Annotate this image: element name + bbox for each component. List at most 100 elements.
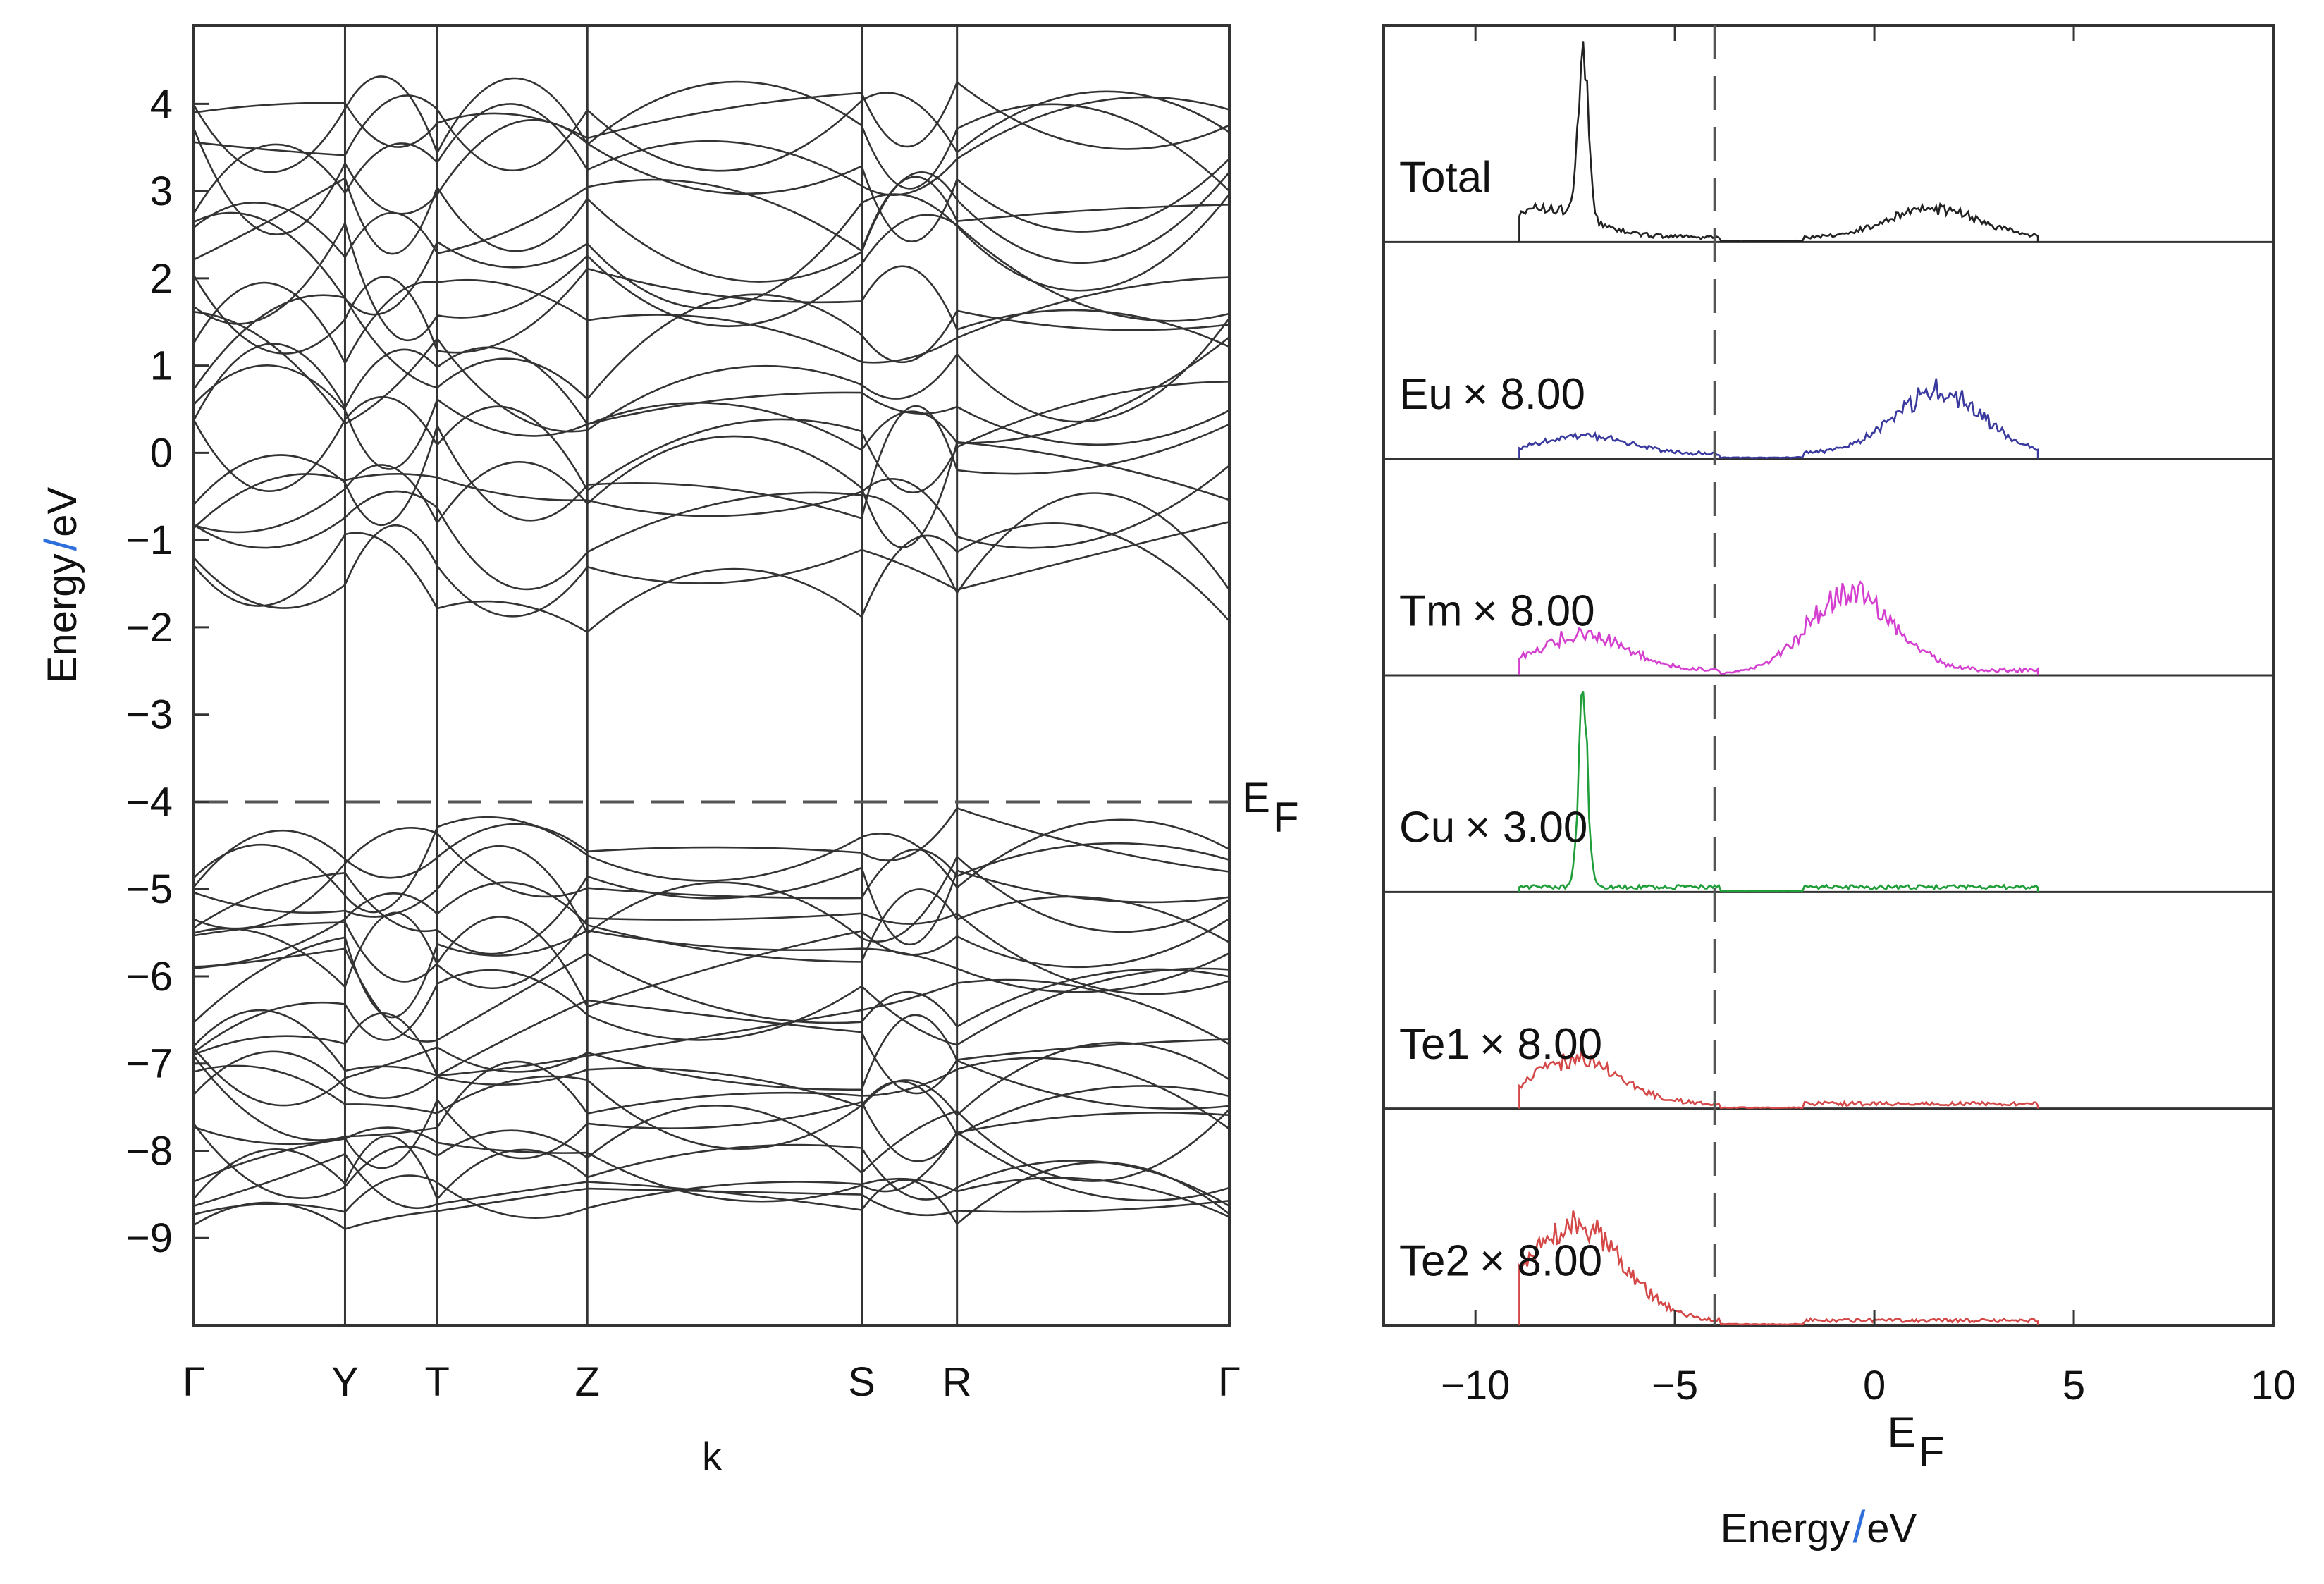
dos-series-name: Cu bbox=[1399, 804, 1455, 852]
band-line bbox=[192, 119, 1230, 242]
band-line bbox=[193, 827, 1230, 930]
band-line bbox=[193, 916, 1230, 1009]
band-plot-frame bbox=[192, 24, 1231, 1327]
dos-series-multiplier: × 8.00 bbox=[1480, 1236, 1602, 1285]
band-line bbox=[193, 1064, 1230, 1150]
dos-series-name: Te2 bbox=[1399, 1236, 1470, 1285]
energy-axis-ticks bbox=[194, 102, 209, 1239]
band-line bbox=[192, 75, 1230, 192]
dos-energy-tick-label: 5 bbox=[2062, 1363, 2085, 1408]
energy-tick-label: 1 bbox=[150, 343, 173, 389]
energy-tick-label: −8 bbox=[126, 1128, 173, 1174]
energy-tick-label: 3 bbox=[150, 168, 173, 214]
band-line bbox=[192, 1105, 1230, 1199]
band-line bbox=[193, 967, 1230, 1054]
dos-energy-ticks bbox=[1474, 1310, 2275, 1325]
band-line bbox=[193, 214, 1230, 342]
band-line bbox=[193, 311, 1231, 433]
energy-tick-label: −6 bbox=[126, 954, 173, 1000]
band-line bbox=[193, 80, 1230, 150]
energy-tick-label: −4 bbox=[126, 779, 173, 825]
dos-series-name: Tm bbox=[1399, 587, 1463, 635]
band-line bbox=[193, 1187, 1230, 1230]
kpoint-divider-lines bbox=[343, 25, 959, 1325]
fermi-label-band-sub: F bbox=[1273, 794, 1299, 841]
band-y-axis-label: Energy / eV bbox=[35, 486, 86, 683]
band-line bbox=[192, 96, 1230, 214]
band-line bbox=[193, 521, 1230, 618]
band-line bbox=[193, 90, 1230, 172]
band-line bbox=[192, 1055, 1230, 1141]
band-line bbox=[193, 1135, 1230, 1207]
band-structure-chart: 4 3 2 1 0 −1 −2 −3 −4 −5 −6 −7 −8 −9 Γ Y T Z S R Γ EF k Ene… bbox=[35, 24, 1299, 1478]
kpoint-label: S bbox=[848, 1359, 875, 1405]
energy-tick-label: −9 bbox=[126, 1215, 173, 1261]
dos-series-label: Cu × 3.00 bbox=[1399, 804, 1587, 852]
band-line bbox=[193, 176, 1230, 259]
dos-panel-separators bbox=[1384, 240, 2273, 1327]
band-line bbox=[193, 1174, 1230, 1219]
band-line bbox=[193, 947, 1230, 1043]
band-y-axis-label-unit: eV bbox=[39, 486, 85, 536]
dos-series-multiplier: × 8.00 bbox=[1480, 1020, 1602, 1069]
band-line bbox=[193, 364, 1230, 470]
dos-series-name: Eu bbox=[1399, 370, 1453, 419]
dos-series-name: Te1 bbox=[1399, 1020, 1470, 1069]
band-line bbox=[193, 999, 1230, 1095]
dos-x-axis-label: Energy/eV bbox=[1721, 1502, 1917, 1552]
fermi-label-dos: EF bbox=[1888, 1408, 1945, 1475]
fermi-label-dos-sub: F bbox=[1919, 1428, 1945, 1475]
band-line bbox=[193, 1041, 1230, 1117]
kpoint-label: T bbox=[424, 1359, 449, 1405]
fermi-label-band: EF bbox=[1242, 774, 1299, 841]
band-line bbox=[192, 276, 1230, 366]
dos-series-label: Te1 × 8.00 bbox=[1399, 1020, 1602, 1069]
energy-tick-label: 4 bbox=[150, 81, 173, 127]
band-line bbox=[193, 911, 1230, 995]
energy-tick-label: −7 bbox=[126, 1041, 173, 1087]
dos-energy-tick-label: 10 bbox=[2251, 1363, 2297, 1408]
band-line bbox=[193, 866, 1230, 955]
band-line bbox=[192, 1014, 1230, 1110]
band-y-axis-label-name: Energy bbox=[39, 553, 85, 683]
band-lines bbox=[192, 75, 1231, 1230]
band-line bbox=[192, 336, 1230, 452]
band-line bbox=[193, 465, 1230, 549]
dos-curve bbox=[1518, 580, 2039, 675]
dos-curves bbox=[1518, 41, 2039, 1326]
dos-series-multiplier: × 3.00 bbox=[1465, 804, 1587, 852]
dos-energy-tick-label: −10 bbox=[1441, 1363, 1510, 1408]
dos-top-ticks bbox=[1474, 25, 2075, 41]
svg-text:Energy/eV: Energy / eV bbox=[35, 486, 86, 683]
kpoint-label: R bbox=[942, 1359, 972, 1405]
dos-x-axis-label-sep: / bbox=[1853, 1502, 1866, 1552]
energy-tick-label: −2 bbox=[126, 605, 173, 651]
band-line bbox=[192, 522, 1230, 634]
dos-series-label: Te2 × 8.00 bbox=[1399, 1236, 1602, 1285]
band-line bbox=[193, 1098, 1230, 1169]
band-line bbox=[192, 265, 1230, 355]
dos-curve bbox=[1518, 41, 2039, 242]
energy-tick-label: 2 bbox=[150, 256, 173, 302]
dos-energy-tick-label: −5 bbox=[1652, 1363, 1698, 1408]
dos-series-multiplier: × 8.00 bbox=[1463, 370, 1585, 419]
dos-x-axis-label-name: Energy bbox=[1721, 1506, 1850, 1552]
dos-curve bbox=[1518, 1210, 2039, 1326]
kpoint-label: Γ bbox=[183, 1359, 205, 1405]
kpoint-label: Z bbox=[575, 1359, 600, 1405]
dos-curve bbox=[1518, 690, 2039, 892]
dos-curve bbox=[1518, 378, 2039, 460]
dos-series-label: Eu × 8.00 bbox=[1399, 370, 1585, 419]
dos-energy-tick-label: 0 bbox=[1863, 1363, 1886, 1408]
band-line bbox=[193, 978, 1230, 1077]
dos-curve bbox=[1518, 1050, 2039, 1110]
dos-x-axis-label-unit: eV bbox=[1867, 1506, 1917, 1552]
dos-energy-tick-labels: −10 −5 0 5 10 bbox=[1441, 1363, 2296, 1408]
dos-series-label: Total bbox=[1399, 154, 1492, 202]
band-line bbox=[193, 171, 1231, 283]
energy-tick-label: 0 bbox=[150, 430, 173, 476]
